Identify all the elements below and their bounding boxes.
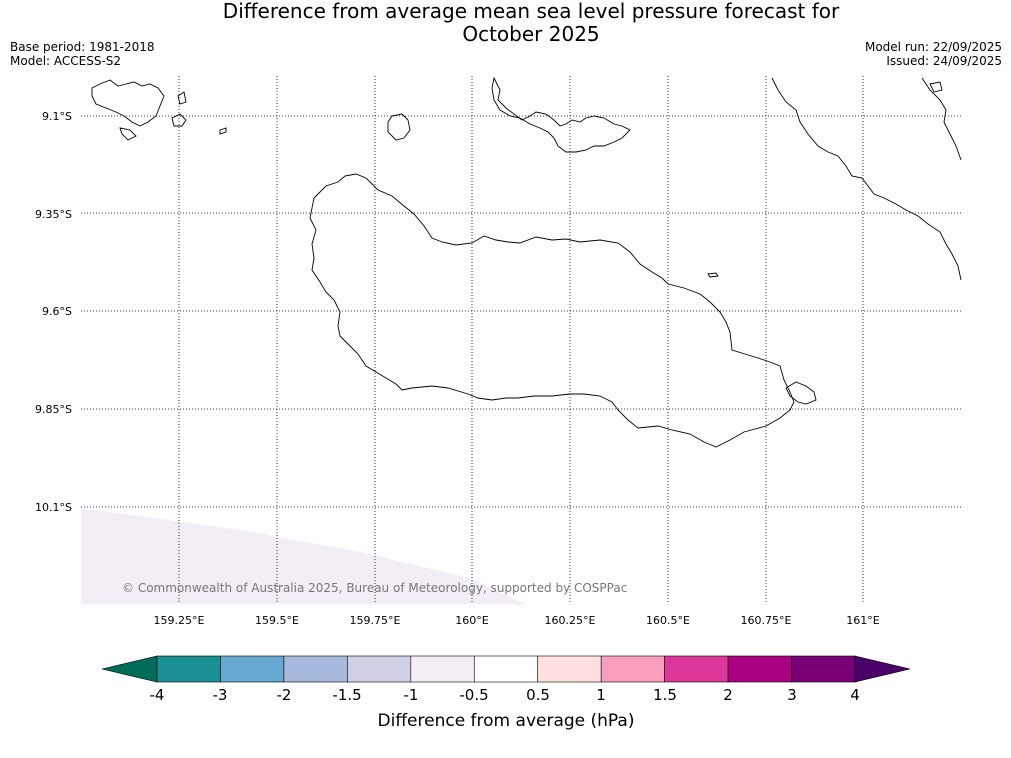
coast-small-island	[387, 113, 411, 141]
colorbar-label: Difference from average (hPa)	[378, 711, 635, 731]
coast-west-islet	[171, 113, 187, 127]
colorbar-over-arrow	[854, 655, 911, 683]
title-line-1: Difference from average mean sea level p…	[222, 0, 840, 23]
colorbar-tick: -4	[150, 686, 165, 704]
colorbar-bin	[664, 655, 729, 683]
lat-label: 9.35°S	[35, 208, 72, 221]
colorbar-tick: -1.5	[332, 686, 361, 704]
title-line-2: October 2025	[462, 22, 600, 46]
coast-far-east-islet	[929, 81, 943, 93]
colorbar-bin	[473, 655, 539, 683]
gridlines	[81, 76, 961, 604]
colorbar-bin	[727, 655, 792, 683]
lon-label: 160.5°E	[646, 614, 690, 627]
map-title: Difference from average mean sea level p…	[0, 0, 1011, 46]
colorbar-bin	[156, 655, 221, 683]
colorbar-tick: 4	[850, 686, 860, 704]
model-run: Model run: 22/09/2025	[864, 40, 1002, 54]
coast-russell-islet	[119, 127, 137, 141]
coast-main-island	[309, 173, 795, 448]
colorbar-tick: -3	[213, 686, 228, 704]
lon-label: 160.75°E	[741, 614, 792, 627]
colorbar-bin	[410, 655, 475, 683]
meta-left: Base period: 1981-2018 Model: ACCESS-S2	[10, 40, 155, 68]
colorbar-tick: -1	[404, 686, 419, 704]
colorbar-bin	[600, 655, 665, 683]
lat-label: 9.85°S	[35, 403, 72, 416]
colorbar-tick: 1.5	[653, 686, 677, 704]
lon-label: 160°E	[455, 614, 488, 627]
coast-russell-islands	[91, 79, 165, 127]
lon-labels: 159.25°E 159.5°E 159.75°E 160°E 160.25°E…	[154, 614, 880, 627]
model-name: Model: ACCESS-S2	[10, 54, 122, 68]
coast-west-islet-2	[219, 127, 227, 135]
coast-florida-islands	[491, 76, 631, 153]
lat-label: 9.6°S	[42, 305, 72, 318]
colorbar-tick: 0.5	[526, 686, 550, 704]
lat-labels: 9.1°S 9.35°S 9.6°S 9.85°S 10.1°S	[35, 110, 72, 514]
meta-right: Model run: 22/09/2025 Issued: 24/09/2025	[865, 40, 1002, 68]
colorbar-ticks: -4 -3 -2 -1.5 -1 -0.5 0.5 1 1.5 2 3 4	[150, 686, 860, 704]
colorbar: -4 -3 -2 -1.5 -1 -0.5 0.5 1 1.5 2 3 4 Di…	[101, 655, 911, 731]
colorbar-bin	[791, 655, 856, 683]
colorbar-under-arrow	[101, 655, 158, 683]
lon-label: 159.5°E	[255, 614, 299, 627]
colorbar-bin	[283, 655, 348, 683]
issued-date: Issued: 24/09/2025	[886, 54, 1002, 68]
colorbar-tick: 1	[596, 686, 606, 704]
colorbar-tick: 3	[787, 686, 797, 704]
coast-cape-east	[785, 381, 817, 405]
lon-label: 159.75°E	[350, 614, 401, 627]
coastlines	[91, 76, 962, 448]
base-period: Base period: 1981-2018	[10, 40, 155, 54]
coast-west-islet-3	[177, 91, 187, 105]
lon-label: 159.25°E	[154, 614, 205, 627]
coast-islet-1	[707, 272, 719, 278]
coast-far-east	[921, 77, 962, 161]
lat-label: 9.1°S	[42, 110, 72, 123]
lon-label: 161°E	[846, 614, 879, 627]
colorbar-bin	[347, 655, 412, 683]
lat-label: 10.1°S	[35, 501, 72, 514]
colorbar-bin	[537, 655, 602, 683]
map-panel: 9.1°S 9.35°S 9.6°S 9.85°S 10.1°S 159.25°…	[35, 76, 962, 627]
colorbar-tick: 2	[723, 686, 733, 704]
colorbar-tick: -0.5	[459, 686, 488, 704]
colorbar-tick: -2	[277, 686, 292, 704]
colorbar-bins	[156, 655, 856, 683]
colorbar-bin	[220, 655, 285, 683]
copyright-text: © Commonwealth of Australia 2025, Bureau…	[122, 581, 627, 595]
lon-label: 160.25°E	[545, 614, 596, 627]
coast-malaita	[771, 77, 962, 281]
anomaly-shading	[81, 508, 525, 604]
